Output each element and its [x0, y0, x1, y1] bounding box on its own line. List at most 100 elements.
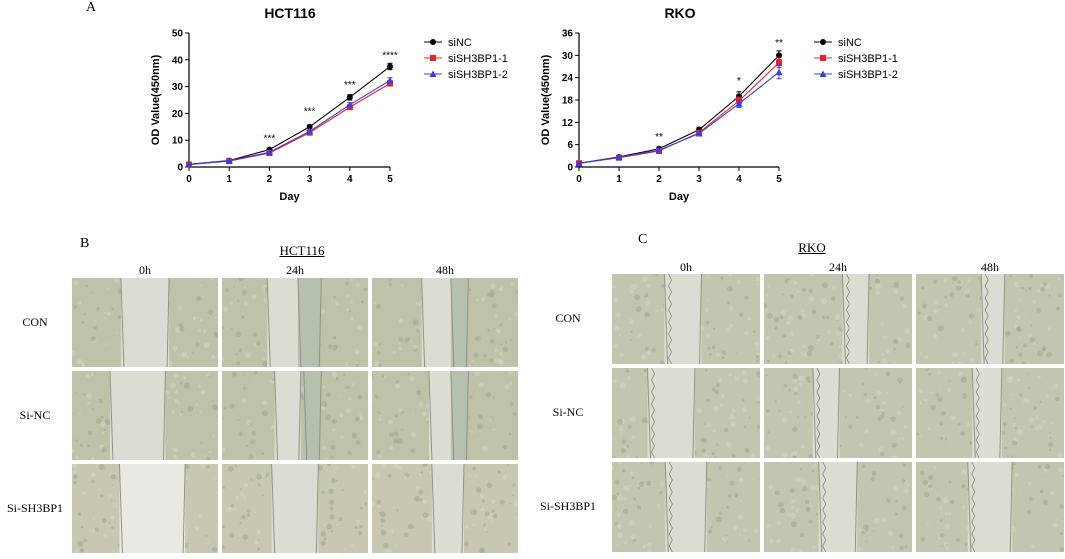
- cell-speckle: [772, 353, 777, 358]
- wound-edge: [692, 368, 696, 458]
- cell-speckle: [376, 351, 381, 355]
- cell-speckle: [711, 452, 715, 456]
- cell-speckle: [673, 462, 677, 466]
- cell-speckle: [875, 290, 881, 295]
- cell-speckle: [407, 372, 410, 375]
- cell-speckle: [478, 382, 484, 388]
- cell-speckle: [823, 485, 830, 491]
- wound-healing-title: HCT116: [279, 243, 325, 258]
- cell-speckle: [179, 505, 184, 510]
- cell-speckle: [127, 549, 134, 553]
- cell-speckle: [862, 274, 867, 279]
- cell-speckle: [455, 415, 459, 419]
- cell-speckle: [380, 518, 386, 524]
- cell-speckle: [174, 327, 181, 334]
- cell-speckle: [303, 313, 309, 319]
- cell-speckle: [979, 529, 981, 532]
- cell-speckle: [818, 404, 822, 408]
- x-tick-label: 5: [776, 174, 782, 185]
- cell-speckle: [509, 381, 513, 385]
- cell-speckle: [862, 382, 865, 386]
- cell-speckle: [855, 416, 859, 419]
- cell-speckle: [152, 286, 156, 290]
- cell-speckle: [986, 530, 992, 535]
- cell-speckle: [678, 424, 683, 429]
- cell-speckle: [317, 314, 321, 319]
- cell-speckle: [789, 331, 795, 337]
- cell-speckle: [439, 508, 445, 513]
- cell-speckle: [90, 528, 96, 534]
- legend-entry: siSH3BP1-2: [448, 69, 508, 81]
- cell-speckle: [179, 507, 185, 513]
- cell-speckle: [212, 434, 215, 437]
- cell-speckle: [799, 533, 804, 537]
- cell-speckle: [247, 509, 251, 513]
- cell-speckle: [281, 399, 287, 405]
- cell-speckle: [457, 440, 460, 443]
- cell-speckle: [479, 548, 485, 553]
- cell-speckle: [756, 360, 759, 363]
- cell-speckle: [243, 496, 247, 500]
- cell-speckle: [1021, 361, 1026, 364]
- cell-speckle: [461, 325, 465, 329]
- cell-speckle: [265, 373, 268, 376]
- series-line-siNC: [578, 54, 780, 164]
- cell-speckle: [1048, 294, 1051, 297]
- cell-speckle: [196, 295, 202, 302]
- cell-speckle: [111, 484, 114, 487]
- cell-speckle: [244, 352, 251, 359]
- cell-speckle: [947, 387, 952, 392]
- cell-speckle: [378, 342, 382, 347]
- cell-speckle: [654, 357, 656, 359]
- cell-speckle: [437, 458, 440, 460]
- cell-speckle: [706, 423, 711, 428]
- cell-speckle: [514, 311, 518, 317]
- cell-speckle: [1014, 473, 1018, 477]
- cell-speckle: [396, 438, 403, 445]
- cell-speckle: [644, 311, 650, 318]
- treatment-row-label: Si-SH3BP1: [6, 500, 64, 515]
- cell-speckle: [719, 403, 724, 407]
- cell-speckle: [513, 502, 518, 508]
- cell-speckle: [345, 408, 351, 414]
- cell-speckle: [627, 376, 631, 380]
- cell-speckle: [817, 339, 821, 342]
- cell-speckle: [825, 427, 830, 431]
- cell-speckle: [512, 483, 516, 487]
- cell-speckle: [153, 287, 157, 291]
- time-column-label: 0h: [139, 263, 151, 277]
- cell-speckle: [1033, 406, 1038, 410]
- cell-speckle: [425, 417, 431, 423]
- cell-speckle: [742, 407, 747, 413]
- wound-edge: [274, 371, 279, 460]
- cell-speckle: [822, 282, 828, 288]
- cell-speckle: [120, 298, 124, 302]
- cell-speckle: [107, 420, 111, 424]
- cell-speckle: [425, 403, 430, 408]
- treatment-row-label: Si-SH3BP1: [539, 499, 597, 513]
- cell-speckle: [497, 470, 501, 474]
- cell-speckle: [661, 284, 665, 288]
- cell-speckle: [942, 497, 948, 503]
- cell-speckle: [806, 350, 813, 357]
- cell-speckle: [80, 525, 84, 529]
- cell-speckle: [480, 507, 485, 512]
- cell-speckle: [74, 548, 80, 553]
- cell-speckle: [433, 503, 438, 508]
- wound-edge: [812, 368, 817, 458]
- cell-speckle: [830, 296, 836, 302]
- cell-speckle: [77, 456, 80, 459]
- cell-speckle: [705, 369, 708, 372]
- cell-speckle: [920, 470, 925, 476]
- cell-speckle: [222, 416, 224, 420]
- cell-layer: [612, 274, 760, 364]
- cell-speckle: [73, 280, 79, 286]
- cell-speckle: [629, 441, 632, 444]
- cell-speckle: [620, 418, 626, 424]
- cell-speckle: [805, 376, 811, 381]
- cell-speckle: [679, 514, 684, 519]
- wound-edge: [999, 368, 1003, 458]
- cell-speckle: [481, 445, 488, 452]
- cell-speckle: [982, 427, 985, 431]
- cell-speckle: [294, 487, 298, 491]
